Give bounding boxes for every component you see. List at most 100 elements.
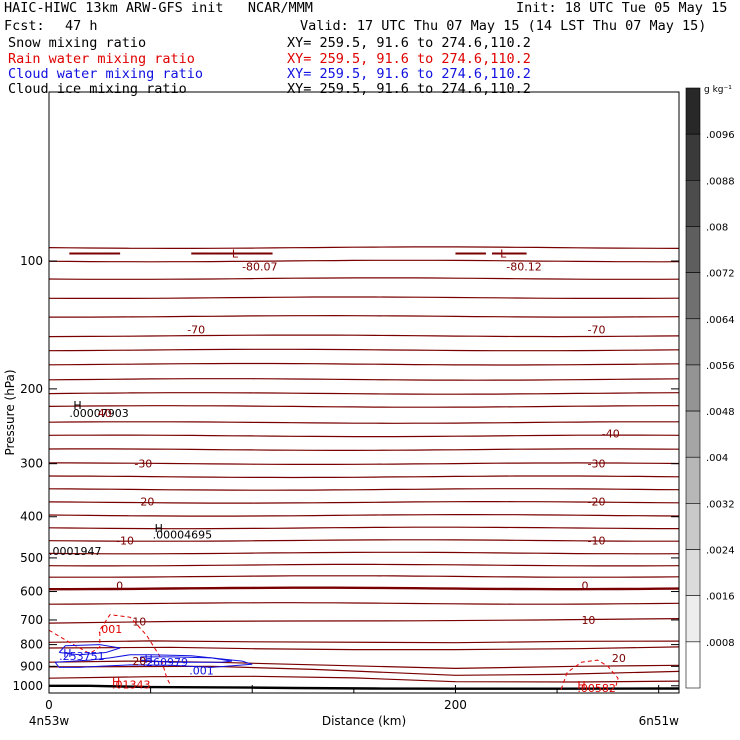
colorbar-label: .0064 <box>706 315 735 326</box>
isotherm-line <box>49 586 680 591</box>
y-tick-label: 800 <box>20 638 43 652</box>
colorbar-swatch <box>685 549 701 596</box>
cloud-water-contour <box>58 644 121 656</box>
contour-labels: -80.07 -80.12 -70 -70 -40 -30 -30 -20 -20 -10 -10 0… <box>49 247 626 694</box>
isotherm-line <box>48 526 679 530</box>
terrain-surface <box>49 684 680 690</box>
field-cloud-ice-xy: XY= 259.5, 91.6 to 274.6,110.2 <box>287 81 531 97</box>
field-cloud-water-xy: XY= 259.5, 91.6 to 274.6,110.2 <box>287 66 531 82</box>
y-tick-label: 600 <box>20 585 43 599</box>
colorbar: .0096 .0088 .008 .0072 .0064 .0056 .0048 .004 .0… <box>685 85 735 689</box>
isotherm-line <box>48 660 680 670</box>
temperature-contours <box>48 246 680 683</box>
field-rain-name: Rain water mixing ratio <box>8 51 195 67</box>
extremum-label: H <box>73 399 81 412</box>
colorbar-swatch <box>685 410 701 458</box>
isotherm-label: -70 <box>187 324 205 337</box>
init-time: Init: 18 UTC Tue 05 May 15 <box>516 0 728 16</box>
isotherm-line <box>48 618 680 624</box>
extremum-label: L <box>232 247 239 260</box>
y-tick-label: 200 <box>20 382 43 396</box>
x-left-location: 4n53w <box>29 714 70 728</box>
forecast-label: Fcst: <box>4 18 45 34</box>
colorbar-swatch <box>685 595 701 643</box>
isotherm-label: 10 <box>132 616 146 629</box>
isotherm-line <box>48 475 680 479</box>
colorbar-label: .0032 <box>706 499 735 510</box>
y-tick-label: 700 <box>20 613 43 627</box>
extremum-label: H <box>155 522 163 535</box>
isotherm-label: -70 <box>588 324 606 337</box>
isotherm-label: -20 <box>136 495 154 508</box>
x-tick-label: 0 <box>45 698 53 712</box>
isotherm-line <box>48 563 680 567</box>
colorbar-swatch <box>685 641 701 689</box>
extremum-label: L <box>500 247 507 260</box>
isotherm-label: 20 <box>612 652 626 665</box>
isotherm-label: -30 <box>588 458 606 471</box>
isotherm-line <box>49 314 680 318</box>
y-tick-label: 900 <box>20 659 43 673</box>
isotherm-line <box>48 448 680 451</box>
field-cloud-ice-name: Cloud ice mixing ratio <box>8 81 187 97</box>
colorbar-label: .008 <box>706 222 728 233</box>
colorbar-label: .0048 <box>706 407 735 418</box>
y-tick-label: 300 <box>20 457 43 471</box>
field-rain-xy: XY= 259.5, 91.6 to 274.6,110.2 <box>287 51 531 67</box>
colorbar-swatch <box>685 180 701 227</box>
colorbar-swatch <box>685 364 701 412</box>
extremum-label: H <box>145 653 153 666</box>
colorbar-label: .0096 <box>706 130 735 141</box>
field-snow-name: Snow mixing ratio <box>8 35 147 51</box>
extremum-label: .00007903 <box>69 407 128 420</box>
cloud-water-contour <box>54 654 253 668</box>
isotherm-line <box>48 392 680 395</box>
colorbar-swatch <box>685 87 701 135</box>
colorbar-swatch <box>685 503 701 550</box>
isotherm-line <box>48 675 680 683</box>
plot-frame <box>48 91 680 694</box>
x-tick-label: 200 <box>444 698 467 712</box>
rain-contour <box>560 659 619 690</box>
isotherm-line <box>48 405 679 408</box>
extremum-label: H <box>63 647 71 660</box>
isotherm-line <box>48 348 680 352</box>
extremum-label: .253751 <box>59 650 104 663</box>
extremum-label: .01343 <box>112 678 151 691</box>
y-tick-label: 1000 <box>12 679 43 693</box>
isotherm-label: 20 <box>132 655 146 668</box>
y-tick-label: 500 <box>20 551 43 565</box>
colorbar-swatch <box>685 133 701 181</box>
extremum-label: .00582 <box>577 682 616 695</box>
colorbar-label: .0008 <box>706 638 735 649</box>
colorbar-swatch <box>685 318 701 366</box>
extremum-label: .0001947 <box>49 545 102 558</box>
isotherm-line <box>48 277 680 280</box>
isotherm-line <box>48 551 680 555</box>
isotherm-line <box>48 602 680 605</box>
isotherm-line <box>48 296 680 299</box>
rain-contours <box>48 614 619 690</box>
isotherm-line <box>48 378 680 381</box>
isotherm-line <box>48 488 680 491</box>
isotherm-label: -10 <box>116 535 134 548</box>
isotherm-line <box>48 362 680 366</box>
y-tick-label: 100 <box>20 254 43 268</box>
field-snow-xy: XY= 259.5, 91.6 to 274.6,110.2 <box>287 35 531 51</box>
colorbar-swatch <box>685 272 701 320</box>
colorbar-swatch <box>685 456 701 504</box>
y-tick-label: 400 <box>20 510 43 524</box>
isotherm-line <box>48 513 680 517</box>
extremum-label: H <box>112 676 120 689</box>
extremum-label: .00004695 <box>153 528 213 541</box>
colorbar-label: .0072 <box>706 269 735 280</box>
isotherm-line <box>48 501 680 504</box>
isotherm-label: -80.07 <box>242 260 277 273</box>
x-right-location: 6n51w <box>639 714 680 728</box>
isotherm-label: 0 <box>116 579 123 592</box>
isotherm-label: -30 <box>134 458 152 471</box>
isotherm-line <box>48 434 680 438</box>
colorbar-label: .004 <box>706 453 728 464</box>
